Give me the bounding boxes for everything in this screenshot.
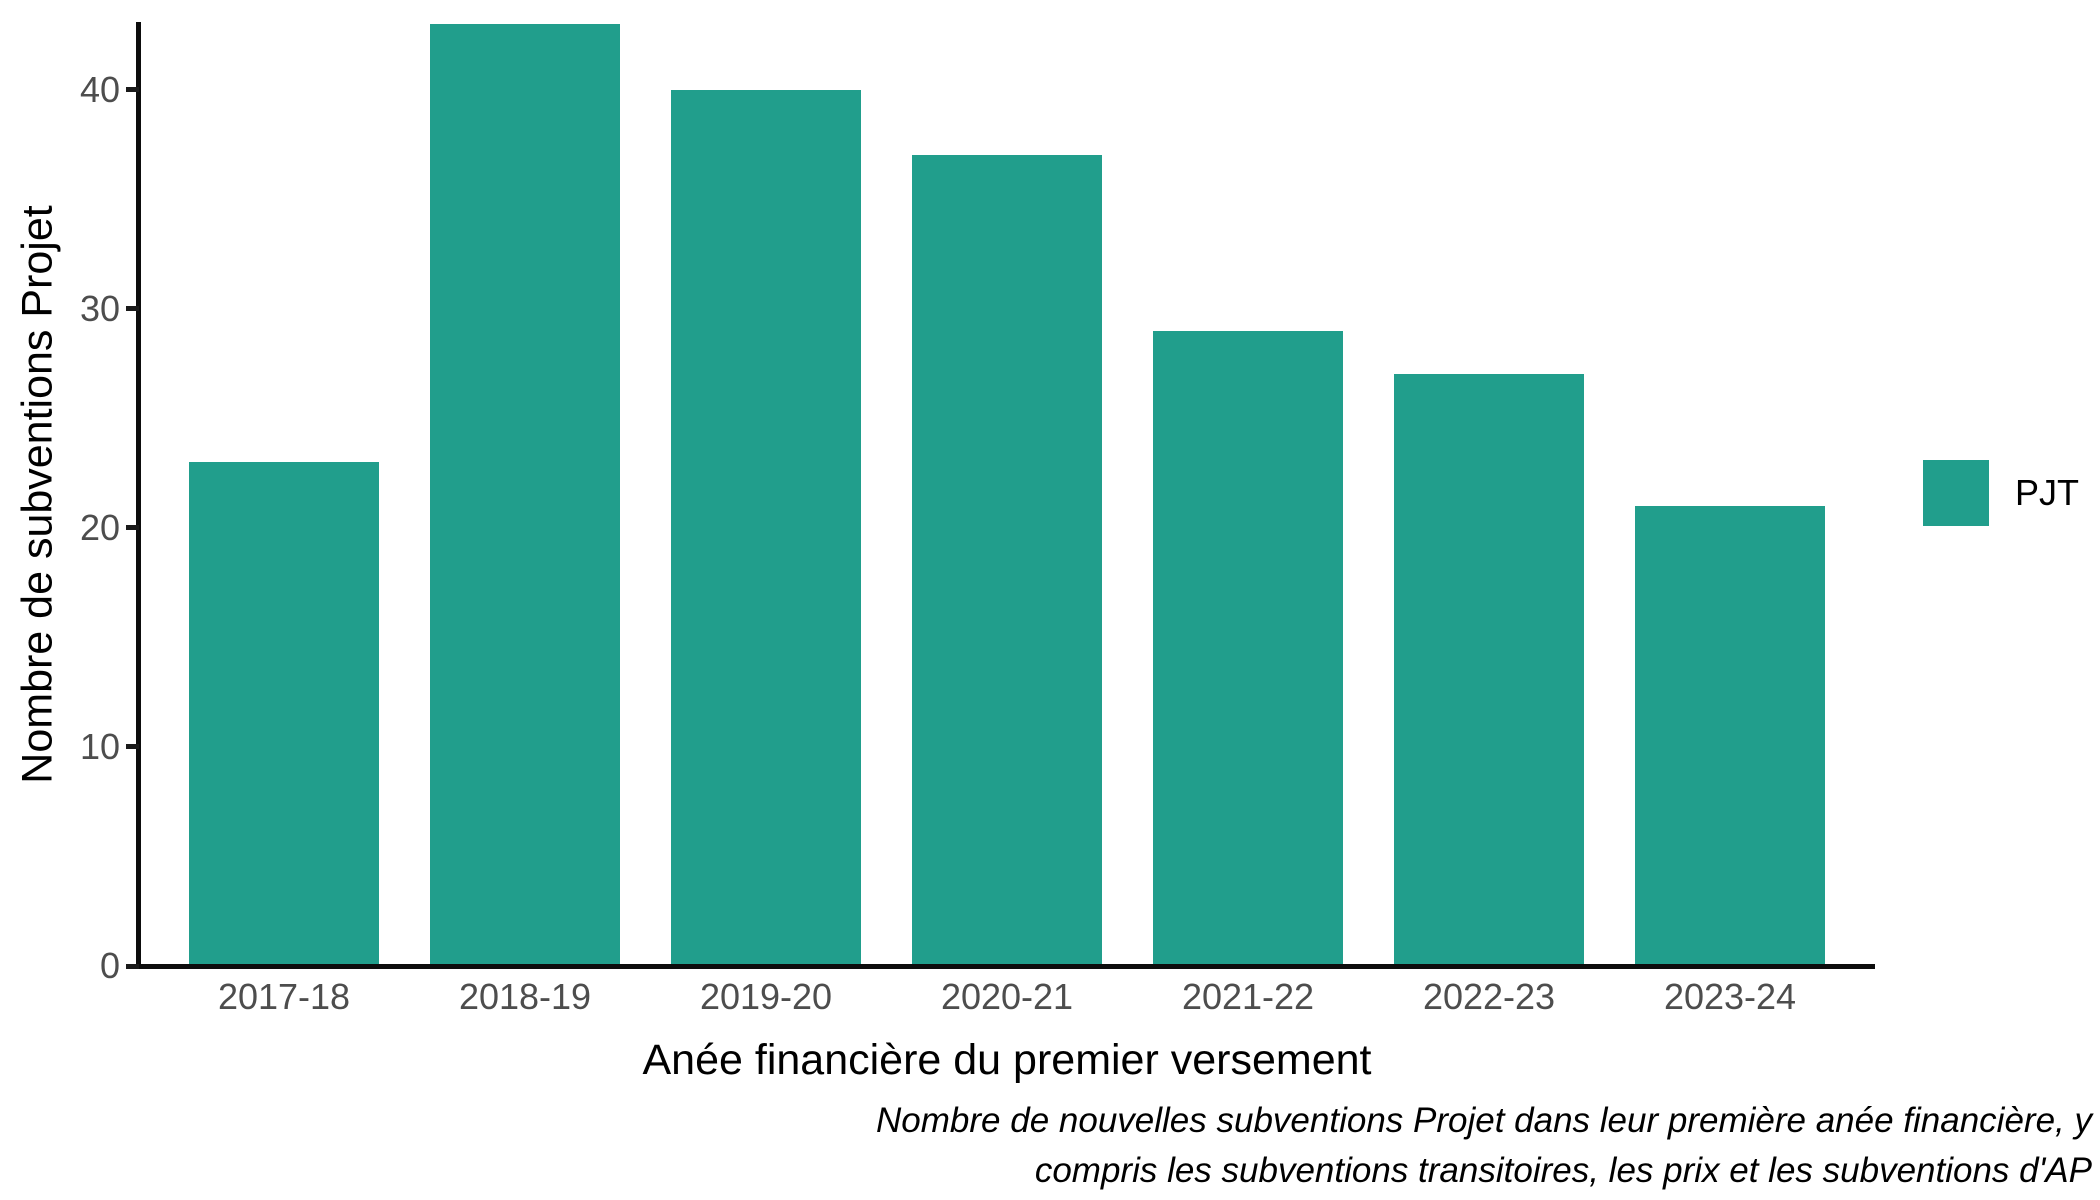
x-tick-label-2022-23: 2022-23 [1422,976,1556,1017]
caption-line-2: compris les subventions transitoires, le… [1034,1151,2092,1190]
y-tick-label-40: 40 [79,69,120,110]
bar-2021-22 [1153,331,1343,966]
bar-2018-19 [430,24,620,966]
y-tick-mark-0 [126,964,139,969]
bar-2019-20 [671,90,861,966]
y-tick-label-20: 20 [79,507,120,548]
y-tick-label-0: 0 [99,945,120,986]
x-axis-line [136,964,1875,969]
y-axis-title: Nombre de subventions Projet [13,205,62,784]
bar-2020-21 [912,155,1102,966]
y-tick-mark-10 [126,744,139,749]
bar-2022-23 [1394,374,1584,966]
x-tick-label-2017-18: 2017-18 [217,976,351,1017]
x-axis-title: Anée financière du premier versement [642,1036,1372,1084]
y-tick-label-10: 10 [79,726,120,767]
y-tick-mark-40 [126,87,139,92]
x-tick-label-2018-19: 2018-19 [458,976,592,1017]
caption-line-1: Nombre de nouvelles subventions Projet d… [876,1101,2092,1140]
y-tick-mark-20 [126,525,139,530]
y-tick-mark-30 [126,306,139,311]
bar-2017-18 [189,462,379,966]
x-tick-label-2021-22: 2021-22 [1181,976,1315,1017]
legend-label: PJT [2015,472,2080,513]
plot-panel [139,22,1875,966]
y-axis-line [136,22,141,969]
y-tick-label-30: 30 [79,288,120,329]
chart-caption: Nombre de nouvelles subventions Projet d… [692,1096,2092,1196]
legend-color-swatch [1923,460,1989,526]
bar-2023-24 [1635,506,1825,966]
x-tick-label-2019-20: 2019-20 [699,976,833,1017]
x-tick-label-2023-24: 2023-24 [1663,976,1797,1017]
legend: PJT [1923,460,2079,526]
x-tick-label-2020-21: 2020-21 [940,976,1074,1017]
